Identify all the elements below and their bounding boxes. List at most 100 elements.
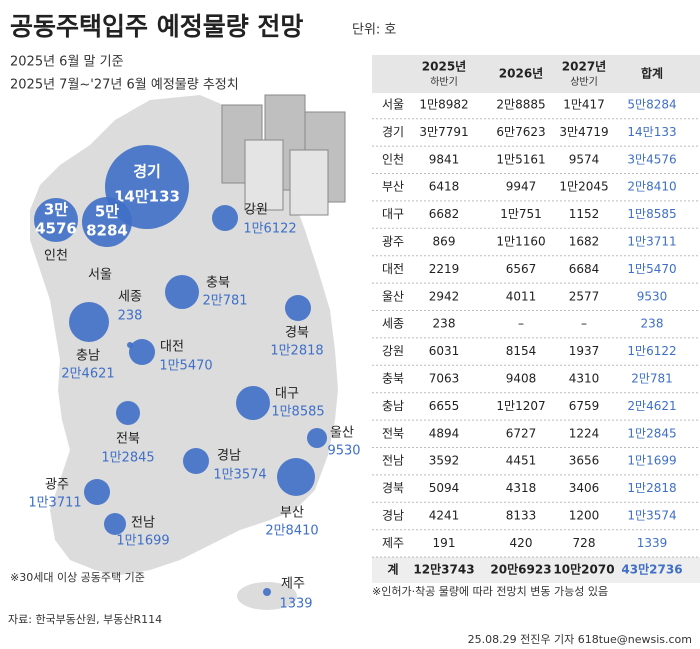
map-note: ※30세대 이상 공동주택 기준	[10, 571, 145, 584]
region-name: 전북	[116, 432, 140, 447]
region-name: 충북	[206, 276, 230, 291]
row-label: 부산	[382, 180, 404, 194]
table-cell: 4310	[569, 372, 600, 386]
region-bubble	[263, 588, 271, 596]
table-cell: 1만2045	[559, 180, 608, 194]
table-cell: 869	[433, 235, 456, 249]
table-cell: 8154	[506, 344, 537, 358]
row-label: 전북	[382, 426, 404, 440]
region-name: 대전	[160, 340, 184, 355]
credit: 25.08.29 전진우 기자 618tue@newsis.com	[468, 633, 692, 646]
table-cell: 1만1699	[627, 454, 676, 468]
column-subheader: 하반기	[430, 75, 458, 88]
region-value: 9530	[327, 444, 360, 459]
region-name: 대구	[275, 387, 299, 402]
region-value: 238	[118, 309, 143, 324]
region-value: 2만4621	[61, 367, 114, 382]
title: 공동주택입주 예정물량 전망	[10, 12, 303, 41]
table-cell: 2577	[569, 289, 600, 303]
region-name: 부산	[280, 506, 304, 521]
region-bubble	[183, 448, 209, 474]
region-name: 광주	[45, 478, 69, 493]
row-label: 세종	[382, 317, 404, 331]
table-cell: 6684	[569, 262, 600, 276]
region-value: 1만3711	[28, 496, 81, 511]
row-label: 제주	[382, 536, 404, 550]
table-cell: 1만5470	[627, 262, 676, 276]
total-cell: 계	[387, 562, 398, 577]
table-cell: –	[581, 317, 587, 331]
region-value: 14만133	[114, 188, 180, 206]
table-cell: 6418	[429, 180, 460, 194]
table-cell: 238	[641, 317, 664, 331]
table-cell: 1만3711	[627, 235, 676, 249]
table-cell: 9530	[637, 289, 668, 303]
table-cell: 1만3574	[627, 509, 676, 523]
building	[244, 139, 284, 211]
table-cell: 9841	[429, 152, 460, 166]
region-value: 1만2845	[101, 451, 154, 466]
region-value: 1만2818	[270, 344, 323, 359]
table-cell: 1682	[569, 235, 600, 249]
table-cell: 8133	[506, 509, 537, 523]
table-cell: 6567	[506, 262, 537, 276]
table-cell: 3592	[429, 454, 460, 468]
unit: 단위: 호	[352, 23, 396, 38]
table-header-bg	[372, 55, 700, 93]
table-cell: 1152	[569, 207, 600, 221]
row-label: 광주	[382, 235, 404, 249]
building-icons	[221, 94, 346, 216]
table-cell: 9408	[506, 372, 537, 386]
table-cell: 14만133	[627, 125, 676, 139]
region-value: 2만781	[202, 294, 247, 309]
region-value: 1만6122	[243, 222, 296, 237]
region-value: 1만1699	[116, 534, 169, 549]
region-value: 4576	[35, 220, 77, 238]
column-header: 2026년	[499, 67, 543, 81]
table-cell: 420	[510, 536, 533, 550]
table-cell: 1만5161	[496, 152, 545, 166]
total-cell: 10만2070	[553, 562, 614, 577]
table-cell: 2만8410	[627, 180, 676, 194]
table-cell: 6682	[429, 207, 460, 221]
table-cell: 4011	[506, 289, 537, 303]
table-cell: 6031	[429, 344, 460, 358]
table-cell: 3406	[569, 481, 600, 495]
total-cell: 12만3743	[413, 562, 474, 577]
table-cell: 2942	[429, 289, 460, 303]
region-value: 1만3574	[213, 468, 266, 483]
table-cell: 6만7623	[496, 125, 545, 139]
region-bubble	[34, 198, 78, 242]
table-cell: 2만781	[631, 372, 673, 386]
table-cell: 1만6122	[627, 344, 676, 358]
table-cell: 1만417	[563, 98, 605, 112]
region-value: 1만5470	[159, 359, 212, 374]
region-bubble	[307, 428, 327, 448]
region-bubble	[236, 386, 270, 420]
region-bubble	[84, 479, 110, 505]
table-cell: 1339	[637, 536, 668, 550]
region-bubble	[82, 197, 132, 247]
total-cell: 43만2736	[621, 562, 682, 577]
table-cell: 1만751	[500, 207, 542, 221]
table-cell: 1만1207	[496, 399, 545, 413]
table-cell: 1만8982	[419, 98, 468, 112]
region-bubble	[104, 513, 126, 535]
region-value: 8284	[86, 222, 128, 240]
region-name: 전남	[131, 516, 155, 531]
region-name: 경기	[133, 163, 161, 181]
table-cell: 191	[433, 536, 456, 550]
source: 자료: 한국부동산원, 부동산R114	[8, 613, 162, 626]
table-cell: 6655	[429, 399, 460, 413]
row-label: 서울	[382, 98, 404, 112]
table-cell: 9947	[506, 180, 537, 194]
region-bubble	[285, 295, 311, 321]
region-bubble	[165, 275, 199, 309]
table-cell: 238	[433, 317, 456, 331]
column-header: 합계	[641, 66, 663, 81]
table-cell: 2만4621	[627, 399, 676, 413]
row-label: 전남	[382, 454, 404, 468]
region-value: 1만8585	[271, 405, 324, 420]
row-label: 경북	[382, 481, 404, 495]
